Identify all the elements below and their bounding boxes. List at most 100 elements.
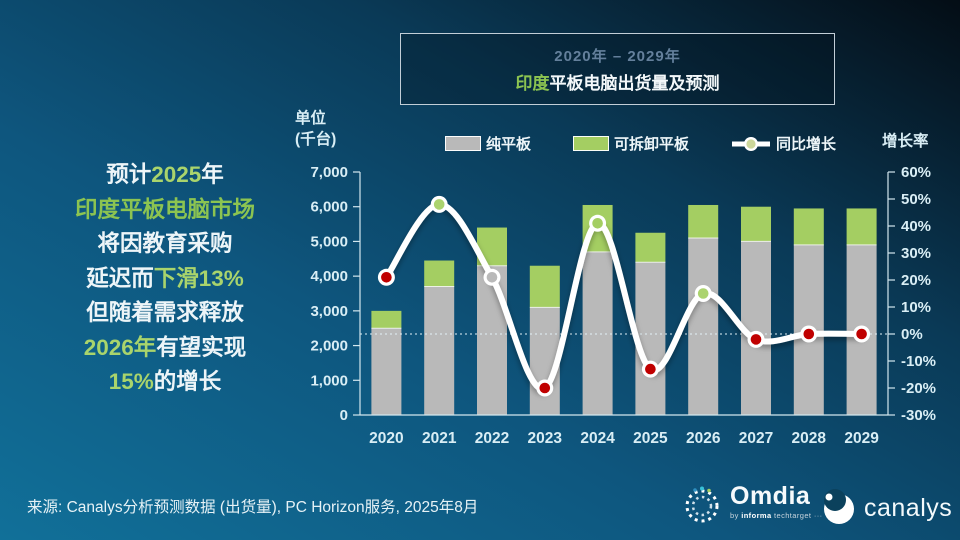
annotation-segment: 预计 bbox=[106, 162, 152, 187]
annotation-line: 但随着需求释放 bbox=[20, 296, 310, 331]
annotation-segment: 有望实现 bbox=[156, 334, 247, 360]
right-axis-title: 增长率 bbox=[882, 133, 929, 150]
line-marker-icon bbox=[732, 136, 771, 151]
x-axis-label: 2020 bbox=[369, 430, 403, 447]
annotation-segment: 15% bbox=[108, 369, 154, 394]
bar-detachable-tablet bbox=[688, 204, 719, 238]
left-axis-tick-label: 7,000 bbox=[310, 164, 348, 181]
title-highlight: 印度 bbox=[515, 73, 550, 93]
left-axis-tick-label: 0 bbox=[340, 407, 348, 424]
annotation-line: 2026年有望实现 bbox=[20, 331, 310, 366]
chart-legend: 纯平板 可拆卸平板 同比增长 bbox=[445, 133, 836, 154]
annotation-line: 将因教育采购 bbox=[20, 227, 310, 262]
left-axis-tick-label: 1,000 bbox=[310, 372, 348, 389]
right-axis-tick-label: 30% bbox=[901, 245, 931, 262]
bar-pure-tablet bbox=[424, 286, 455, 415]
right-axis-tick-label: 0% bbox=[901, 326, 923, 343]
legend-label: 纯平板 bbox=[486, 136, 532, 153]
legend-item-pure-tablet: 纯平板 bbox=[445, 133, 531, 154]
bar-detachable-tablet bbox=[529, 265, 560, 308]
legend-item-yoy-growth: 同比增长 bbox=[731, 133, 836, 154]
right-axis-tick-label: 10% bbox=[901, 299, 931, 316]
bar-detachable-tablet bbox=[741, 206, 771, 242]
bar-pure-tablet bbox=[688, 237, 719, 415]
annotation-segment: 2025 bbox=[151, 162, 202, 187]
omdia-rings-icon bbox=[685, 486, 719, 523]
growth-marker bbox=[750, 334, 762, 345]
right-axis-tick-label: 60% bbox=[901, 164, 931, 181]
chart-title: 印度平板电脑出货量及预测 bbox=[516, 69, 720, 94]
right-axis-tick-label: 20% bbox=[901, 272, 931, 289]
right-axis-tick-label: -30% bbox=[901, 407, 936, 424]
growth-marker bbox=[381, 272, 392, 283]
bar-detachable-tablet bbox=[846, 208, 877, 245]
omdia-tagline: by informa techtarget ··· bbox=[730, 511, 823, 520]
x-axis-label: 2028 bbox=[792, 430, 827, 447]
unit-line2: (千台) bbox=[295, 131, 337, 148]
growth-marker bbox=[486, 272, 498, 283]
annotation-segment: 印度平板电脑市场 bbox=[74, 196, 255, 222]
annotation-segment: 2026年 bbox=[83, 334, 157, 360]
left-axis-tick-label: 3,000 bbox=[310, 303, 348, 320]
x-axis-label: 2023 bbox=[528, 430, 563, 447]
left-axis-tick-label: 6,000 bbox=[310, 199, 348, 216]
legend-item-detachable-tablet: 可拆卸平板 bbox=[573, 133, 689, 154]
growth-marker bbox=[803, 328, 815, 340]
left-axis-tick-label: 4,000 bbox=[310, 268, 348, 285]
canalys-swirl-icon bbox=[824, 489, 854, 524]
chart-title-box: 2020年 – 2029年 印度平板电脑出货量及预测 bbox=[400, 33, 835, 105]
x-axis-label: 2025 bbox=[633, 430, 668, 447]
unit-line1: 单位 bbox=[295, 110, 327, 127]
title-year-range: 2020年 – 2029年 bbox=[554, 47, 681, 65]
right-axis-tick-label: -20% bbox=[901, 380, 936, 397]
annotation-segment: 下滑13% bbox=[153, 265, 244, 291]
annotation-line: 15%的增长 bbox=[20, 365, 310, 400]
legend-label: 可拆卸平板 bbox=[614, 136, 690, 153]
annotation-segment: 延迟而 bbox=[86, 265, 154, 291]
omdia-logo: Omdia by informa techtarget ··· bbox=[681, 484, 823, 526]
annotation-segment: 的增长 bbox=[153, 369, 222, 394]
canalys-wordmark: canalys bbox=[864, 493, 953, 522]
x-axis-label: 2022 bbox=[475, 430, 509, 447]
x-axis-label: 2024 bbox=[580, 430, 615, 447]
left-axis-unit-label: 单位 (千台) bbox=[295, 108, 336, 150]
bar-detachable-tablet bbox=[371, 310, 402, 329]
title-rest: 平板电脑出货量及预测 bbox=[549, 73, 720, 93]
bar-pure-tablet bbox=[371, 328, 402, 415]
legend-label: 同比增长 bbox=[776, 136, 837, 153]
yoy-growth-line bbox=[383, 201, 865, 392]
bar-detachable-tablet bbox=[424, 260, 455, 287]
annotation-line: 延迟而下滑13% bbox=[20, 262, 310, 297]
annotation-segment: 将因教育采购 bbox=[97, 231, 233, 256]
right-axis-tick-label: 40% bbox=[901, 218, 931, 235]
key-insight-text: 预计2025年 印度平板电脑市场 将因教育采购 延迟而下滑13% 但随着需求释放… bbox=[20, 158, 310, 400]
gray-swatch-icon bbox=[445, 136, 481, 151]
x-axis-label: 2026 bbox=[686, 430, 721, 447]
bar-pure-tablet bbox=[635, 262, 666, 415]
x-axis-label: 2029 bbox=[844, 430, 879, 447]
growth-marker bbox=[433, 199, 445, 210]
canalys-logo: canalys bbox=[820, 488, 952, 528]
x-axis-label: 2027 bbox=[739, 430, 773, 447]
growth-marker bbox=[645, 363, 656, 375]
left-axis-tick-label: 2,000 bbox=[310, 338, 348, 355]
annotation-segment: 年 bbox=[201, 162, 224, 187]
source-note: 来源: Canalys分析预测数据 (出货量), PC Horizon服务, 2… bbox=[27, 499, 479, 516]
left-axis-tick-label: 5,000 bbox=[310, 233, 348, 250]
bar-detachable-tablet bbox=[635, 232, 666, 263]
green-swatch-icon bbox=[573, 136, 610, 151]
bar-pure-tablet bbox=[477, 265, 507, 415]
growth-marker bbox=[856, 328, 867, 340]
right-axis-tick-label: -10% bbox=[901, 353, 936, 370]
right-axis-tick-label: 50% bbox=[901, 191, 931, 208]
omdia-wordmark: Omdia bbox=[730, 482, 811, 510]
bar-detachable-tablet bbox=[793, 208, 824, 245]
annotation-line: 预计2025年 bbox=[20, 158, 310, 193]
bar-pure-tablet bbox=[582, 251, 613, 415]
growth-marker bbox=[697, 288, 709, 299]
x-axis-label: 2021 bbox=[422, 430, 457, 447]
annotation-segment: 但随着需求释放 bbox=[86, 300, 244, 325]
growth-marker bbox=[592, 218, 603, 229]
growth-marker bbox=[539, 382, 551, 394]
